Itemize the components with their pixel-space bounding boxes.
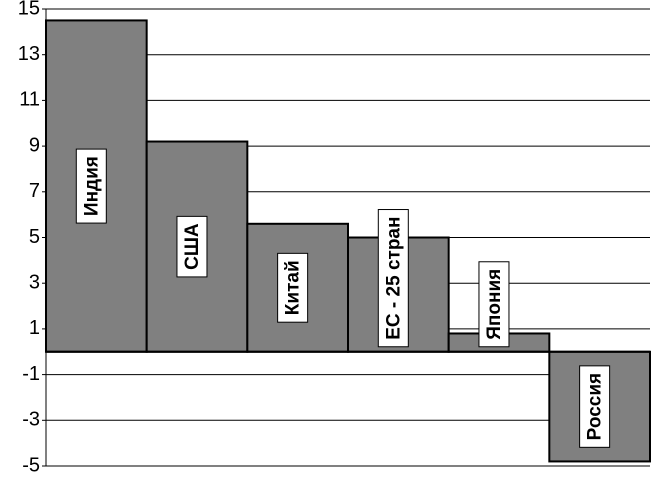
category-label: Китай [277,252,309,323]
y-tick-label: 11 [19,89,40,111]
y-tick-label: 7 [29,180,40,202]
category-label: Япония [478,261,510,348]
x-tick-label: ЕС - 25 стран [383,217,404,340]
y-tick-label: 3 [29,271,40,293]
y-tick-label: -3 [22,409,40,431]
label-box [176,215,208,278]
category-label: Индия [75,148,107,224]
category-label: ЕС - 25 стран [377,209,409,348]
y-tick-label: 5 [29,226,40,248]
y-tick-label: -1 [22,363,40,385]
y-tick-label: 15 [18,0,40,19]
x-tick-label: США [182,223,203,270]
label-box [277,252,309,323]
x-tick-label: Китай [283,260,304,315]
x-tick-label: Россия [585,373,606,440]
y-tick-label: 13 [18,43,40,65]
label-box [478,261,510,348]
x-tick-label: Индия [81,156,102,216]
label-box [75,148,107,224]
x-tick-label: Япония [484,269,505,340]
label-box [377,209,409,348]
y-tick-label: 9 [29,134,40,156]
y-tick-label: 1 [29,317,40,339]
category-label: Россия [579,365,611,448]
category-label: США [176,215,208,278]
y-tick-label: -5 [22,454,40,476]
label-box [579,365,611,448]
